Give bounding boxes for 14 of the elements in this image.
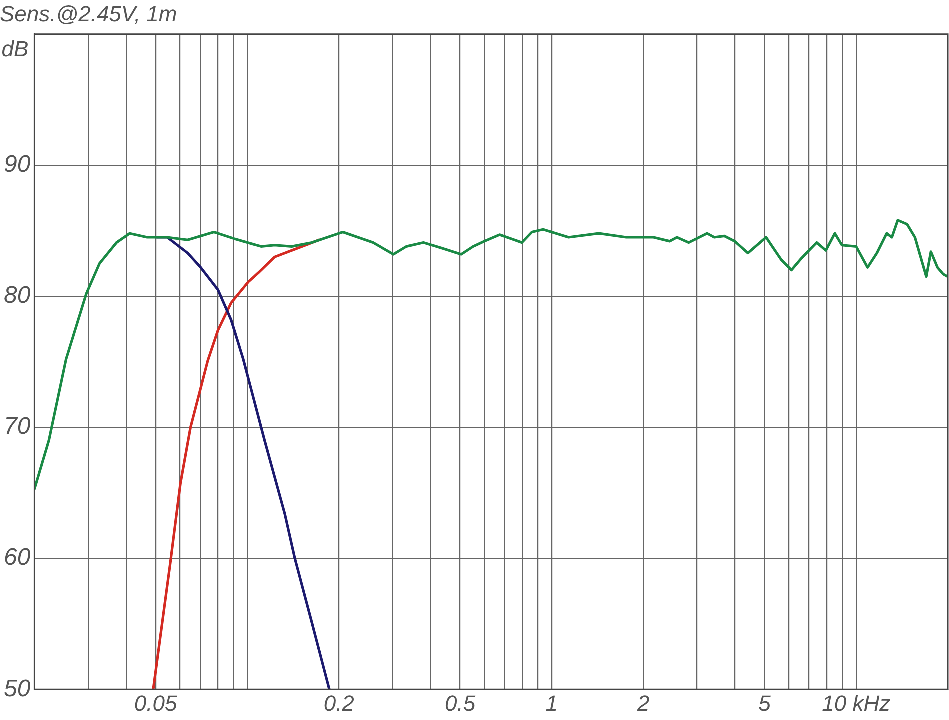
y-tick-label: 70 [4, 413, 32, 440]
x-tick-label: 10 kHz [822, 690, 891, 716]
x-tick-label: 0.2 [324, 690, 354, 716]
y-tick-label: 50 [4, 675, 32, 702]
chart-title: Sens.@2.45V, 1m [0, 1, 178, 26]
x-tick-label: 0.5 [444, 690, 476, 716]
y-tick-label: 80 [4, 282, 32, 310]
y-tick-label: 60 [4, 544, 32, 572]
x-tick-label: 0.05 [134, 690, 178, 716]
y-axis-title: dB [2, 36, 29, 62]
x-tick-label: 5 [758, 690, 772, 716]
y-tick-label: 90 [4, 151, 32, 178]
x-tick-label: 2 [636, 690, 650, 716]
x-tick-label: 1 [546, 690, 558, 716]
